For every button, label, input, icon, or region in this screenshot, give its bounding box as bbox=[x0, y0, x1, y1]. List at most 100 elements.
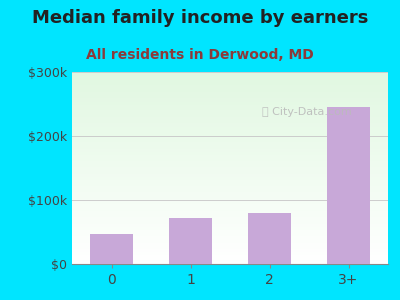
Bar bbox=[72, 251, 388, 253]
Bar bbox=[72, 102, 388, 103]
Bar bbox=[72, 155, 388, 157]
Bar bbox=[72, 235, 388, 236]
Bar bbox=[72, 162, 388, 163]
Bar bbox=[72, 115, 388, 116]
Bar bbox=[72, 103, 388, 104]
Bar bbox=[72, 78, 388, 79]
Bar bbox=[72, 165, 388, 166]
Bar bbox=[72, 85, 388, 86]
Bar bbox=[72, 136, 388, 137]
Bar bbox=[72, 185, 388, 186]
Bar bbox=[72, 186, 388, 187]
Bar bbox=[72, 112, 388, 113]
Bar bbox=[72, 109, 388, 110]
Bar bbox=[72, 218, 388, 219]
Text: Ⓜ City-Data.com: Ⓜ City-Data.com bbox=[262, 106, 351, 117]
Bar bbox=[72, 159, 388, 160]
Text: Median family income by earners: Median family income by earners bbox=[32, 9, 368, 27]
Bar bbox=[72, 126, 388, 127]
Text: All residents in Derwood, MD: All residents in Derwood, MD bbox=[86, 48, 314, 62]
Bar bbox=[72, 150, 388, 151]
Bar bbox=[72, 187, 388, 188]
Bar bbox=[72, 75, 388, 76]
Bar bbox=[72, 212, 388, 213]
Bar bbox=[72, 208, 388, 209]
Bar bbox=[72, 230, 388, 231]
Bar bbox=[72, 233, 388, 234]
Bar bbox=[72, 256, 388, 257]
Bar bbox=[72, 163, 388, 164]
Bar bbox=[72, 194, 388, 195]
Bar bbox=[72, 77, 388, 78]
Bar bbox=[72, 242, 388, 243]
Bar bbox=[72, 263, 388, 264]
Bar bbox=[72, 130, 388, 131]
Bar bbox=[72, 209, 388, 210]
Bar bbox=[72, 154, 388, 155]
Bar bbox=[72, 198, 388, 199]
Bar bbox=[72, 169, 388, 170]
Bar bbox=[72, 184, 388, 185]
Bar bbox=[72, 85, 388, 86]
Bar bbox=[72, 170, 388, 171]
Bar bbox=[72, 259, 388, 260]
Bar bbox=[72, 240, 388, 241]
Bar bbox=[327, 107, 370, 264]
Bar bbox=[72, 143, 388, 144]
Bar bbox=[72, 110, 388, 111]
Bar bbox=[72, 206, 388, 207]
Bar bbox=[72, 118, 388, 119]
Bar bbox=[72, 257, 388, 258]
Bar bbox=[72, 158, 388, 159]
Bar bbox=[72, 166, 388, 167]
Bar bbox=[72, 91, 388, 92]
Bar bbox=[72, 134, 388, 135]
Bar bbox=[72, 135, 388, 136]
Bar bbox=[72, 239, 388, 240]
Bar bbox=[72, 214, 388, 215]
Bar bbox=[72, 254, 388, 255]
Bar bbox=[72, 149, 388, 150]
Bar bbox=[72, 106, 388, 107]
Bar bbox=[72, 152, 388, 153]
Bar bbox=[72, 120, 388, 121]
Bar bbox=[72, 139, 388, 140]
Bar bbox=[72, 223, 388, 224]
Bar bbox=[72, 193, 388, 194]
Bar bbox=[72, 74, 388, 75]
Bar bbox=[72, 210, 388, 211]
Bar bbox=[72, 220, 388, 221]
Bar bbox=[72, 237, 388, 238]
Bar bbox=[72, 153, 388, 154]
Bar bbox=[72, 192, 388, 193]
Bar bbox=[72, 114, 388, 115]
Bar bbox=[72, 116, 388, 117]
Bar bbox=[72, 97, 388, 98]
Bar bbox=[72, 128, 388, 129]
Bar bbox=[72, 201, 388, 202]
Bar bbox=[72, 140, 388, 141]
Bar bbox=[72, 176, 388, 177]
Bar bbox=[72, 207, 388, 208]
Bar bbox=[72, 76, 388, 77]
Bar bbox=[72, 229, 388, 230]
Bar bbox=[72, 124, 388, 125]
Bar bbox=[72, 93, 388, 94]
Bar bbox=[72, 216, 388, 217]
Bar bbox=[72, 171, 388, 172]
Bar bbox=[72, 222, 388, 223]
Bar bbox=[72, 127, 388, 128]
Bar bbox=[72, 246, 388, 247]
Bar bbox=[72, 231, 388, 232]
Bar bbox=[72, 177, 388, 178]
Bar bbox=[72, 258, 388, 259]
Bar bbox=[72, 121, 388, 122]
Bar bbox=[72, 202, 388, 203]
Bar bbox=[90, 234, 133, 264]
Bar bbox=[72, 203, 388, 205]
Bar bbox=[72, 219, 388, 220]
Bar bbox=[72, 119, 388, 120]
Bar bbox=[72, 260, 388, 261]
Bar bbox=[72, 79, 388, 80]
Bar bbox=[72, 101, 388, 102]
